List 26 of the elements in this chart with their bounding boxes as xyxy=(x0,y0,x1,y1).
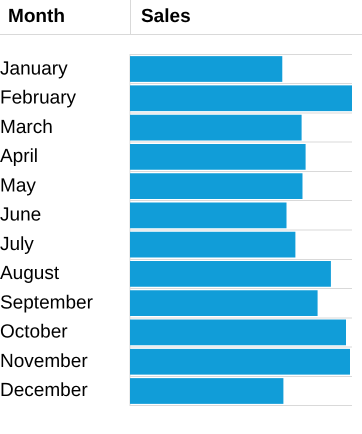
y-tick-label: November xyxy=(0,350,88,372)
y-tick-label: August xyxy=(0,263,60,284)
bar xyxy=(130,378,284,404)
y-tick-label: December xyxy=(0,380,88,402)
x-axis-title: Sales xyxy=(130,0,191,34)
bar xyxy=(130,173,302,199)
y-tick-label: January xyxy=(0,58,68,80)
y-tick-label: July xyxy=(0,234,34,255)
bar xyxy=(130,56,282,82)
y-tick-label: May xyxy=(0,175,36,196)
bar xyxy=(130,85,352,112)
bar xyxy=(130,114,302,140)
y-tick-label: September xyxy=(0,292,94,314)
bar xyxy=(130,202,287,228)
y-tick-label: April xyxy=(0,146,38,168)
bar xyxy=(130,320,346,346)
y-tick-label: June xyxy=(0,204,42,226)
y-tick-label: October xyxy=(0,322,68,343)
bar xyxy=(130,144,306,170)
bar xyxy=(130,261,331,287)
bar xyxy=(130,232,296,258)
y-tick-label: February xyxy=(0,88,77,109)
bar xyxy=(130,290,318,316)
y-axis-title: Month xyxy=(7,6,66,28)
y-tick-label: March xyxy=(0,116,53,138)
bar xyxy=(130,348,350,375)
